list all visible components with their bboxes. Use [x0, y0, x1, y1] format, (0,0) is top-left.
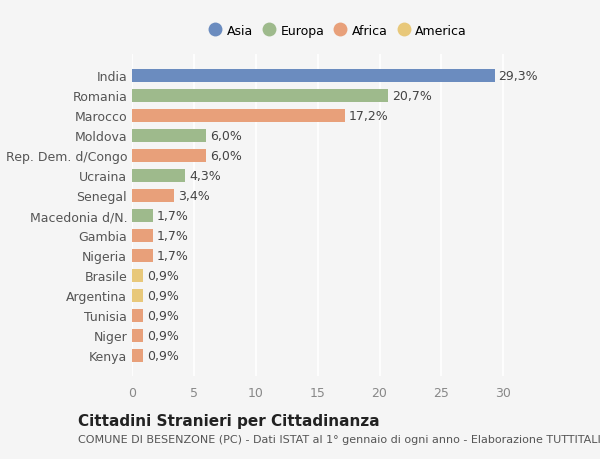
Text: 4,3%: 4,3%	[189, 169, 221, 182]
Text: COMUNE DI BESENZONE (PC) - Dati ISTAT al 1° gennaio di ogni anno - Elaborazione : COMUNE DI BESENZONE (PC) - Dati ISTAT al…	[78, 434, 600, 444]
Text: 17,2%: 17,2%	[349, 110, 388, 123]
Bar	[132, 309, 143, 322]
Text: 0,9%: 0,9%	[147, 329, 179, 342]
Bar	[132, 189, 174, 202]
Text: 0,9%: 0,9%	[147, 289, 179, 302]
Text: 6,0%: 6,0%	[210, 150, 242, 162]
Text: 1,7%: 1,7%	[157, 229, 188, 242]
Bar	[132, 169, 185, 182]
Text: 29,3%: 29,3%	[499, 70, 538, 83]
Bar	[132, 269, 143, 282]
Text: 0,9%: 0,9%	[147, 309, 179, 322]
Bar	[132, 329, 143, 342]
Bar	[132, 289, 143, 302]
Bar	[132, 249, 153, 262]
Text: 6,0%: 6,0%	[210, 129, 242, 142]
Text: 1,7%: 1,7%	[157, 209, 188, 222]
Text: 3,4%: 3,4%	[178, 189, 209, 202]
Text: 0,9%: 0,9%	[147, 269, 179, 282]
Bar	[132, 349, 143, 362]
Text: 0,9%: 0,9%	[147, 349, 179, 362]
Bar	[132, 129, 206, 142]
Text: 20,7%: 20,7%	[392, 90, 432, 103]
Legend: Asia, Europa, Africa, America: Asia, Europa, Africa, America	[204, 20, 472, 43]
Bar	[132, 209, 153, 222]
Bar	[132, 150, 206, 162]
Bar	[132, 229, 153, 242]
Bar	[132, 70, 494, 83]
Bar	[132, 110, 345, 123]
Bar	[132, 90, 388, 102]
Text: Cittadini Stranieri per Cittadinanza: Cittadini Stranieri per Cittadinanza	[78, 413, 380, 428]
Text: 1,7%: 1,7%	[157, 249, 188, 262]
